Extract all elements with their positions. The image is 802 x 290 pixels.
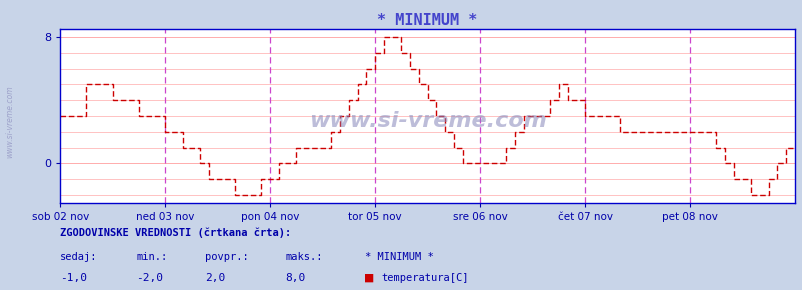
Text: povpr.:: povpr.: (205, 251, 248, 262)
Text: min.:: min.: (136, 251, 168, 262)
Text: -1,0: -1,0 (60, 273, 87, 283)
Text: ZGODOVINSKE VREDNOSTI (črtkana črta):: ZGODOVINSKE VREDNOSTI (črtkana črta): (60, 228, 291, 238)
Text: sedaj:: sedaj: (60, 251, 98, 262)
Text: www.si-vreme.com: www.si-vreme.com (5, 86, 14, 158)
Text: * MINIMUM *: * MINIMUM * (365, 251, 434, 262)
Text: maks.:: maks.: (285, 251, 322, 262)
Text: -2,0: -2,0 (136, 273, 164, 283)
Text: temperatura[C]: temperatura[C] (381, 273, 468, 283)
Text: www.si-vreme.com: www.si-vreme.com (308, 111, 546, 131)
Text: 8,0: 8,0 (285, 273, 305, 283)
Text: 2,0: 2,0 (205, 273, 225, 283)
Text: ■: ■ (365, 270, 373, 284)
Title: * MINIMUM *: * MINIMUM * (377, 13, 477, 28)
